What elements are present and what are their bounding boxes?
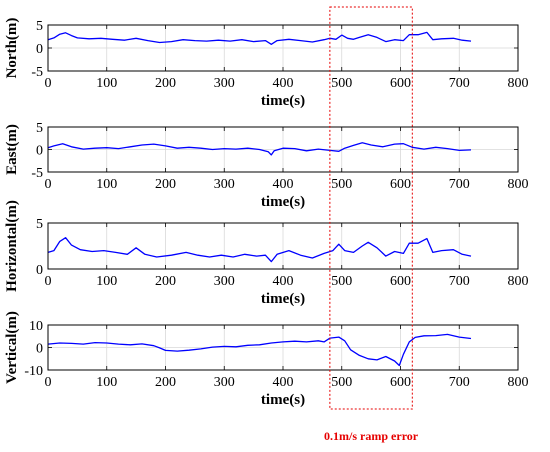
x-tick-label: 600 — [390, 177, 411, 192]
vertical-m-panel: 0 100 200 300 400 500 600 700 800-10010time(s)Ve… — [4, 311, 529, 408]
x-tick-label: 100 — [96, 274, 117, 289]
x-tick-label: 300 — [214, 76, 235, 91]
x-tick-label: 400 — [273, 177, 294, 192]
y-axis-label: East(m) — [4, 124, 20, 175]
east-m-series-line — [47, 142, 472, 156]
x-tick-label: 800 — [508, 177, 529, 192]
panels: 0 100 200 300 400 500 600 700 800-505time(s)Nort… — [4, 18, 529, 408]
horizontal-m-panel: 0 100 200 300 400 500 600 700 800 0 5 time(s) Horizo… — [4, 200, 529, 307]
y-axis-label: Horizontal(m) — [4, 200, 20, 292]
y-tick-label: -10 — [24, 364, 43, 379]
x-tick-label: 200 — [155, 76, 176, 91]
x-tick-label: 200 — [155, 375, 176, 390]
x-tick-label: 700 — [449, 375, 470, 390]
y-tick-label: 0 — [36, 263, 43, 278]
x-tick-label: 400 — [273, 375, 294, 390]
x-tick-label: 500 — [331, 76, 352, 91]
x-tick-label: 800 — [508, 375, 529, 390]
x-tick-label: 200 — [155, 274, 176, 289]
x-axis-label: time(s) — [261, 194, 305, 210]
y-tick-label: 5 — [36, 121, 43, 136]
y-tick-label: 0 — [36, 42, 43, 57]
x-tick-label: 700 — [449, 177, 470, 192]
y-tick-label: -5 — [31, 166, 43, 181]
x-axis-label: time(s) — [261, 291, 305, 307]
x-tick-label: 300 — [214, 375, 235, 390]
axes-frame — [47, 324, 519, 371]
x-tick-label: 100 — [96, 76, 117, 91]
x-tick-label: 100 — [96, 375, 117, 390]
x-tick-label: 500 — [331, 375, 352, 390]
x-axis-label: time(s) — [261, 392, 305, 408]
y-tick-label: 0 — [36, 144, 43, 159]
x-axis-label: time(s) — [261, 93, 305, 109]
y-tick-label: 0 — [36, 342, 43, 357]
x-tick-label: 300 — [214, 177, 235, 192]
x-tick-label: 800 — [508, 76, 529, 91]
horizontal-m-series-line — [47, 237, 472, 263]
x-tick-label: 600 — [390, 274, 411, 289]
x-tick-label: 500 — [331, 274, 352, 289]
x-tick-label: 700 — [449, 274, 470, 289]
ramp-error-annotation: 0.1m/s ramp error — [324, 429, 419, 443]
east-m-panel: 0 100 200 300 400 500 600 700 800-505time(s)East… — [4, 121, 529, 210]
x-tick-label: 300 — [214, 274, 235, 289]
ramp-error-highlight-box — [329, 6, 413, 410]
x-tick-label: 600 — [390, 76, 411, 91]
x-tick-label: 0 — [45, 274, 52, 289]
axes-frame — [47, 222, 519, 270]
y-axis-label: Vertical(m) — [4, 311, 20, 384]
x-tick-label: 100 — [96, 177, 117, 192]
x-tick-label: 0 — [45, 177, 52, 192]
y-tick-label: 5 — [36, 19, 43, 34]
axes-frame — [47, 126, 519, 173]
x-tick-label: 400 — [273, 274, 294, 289]
axes-frame — [47, 24, 519, 72]
north-m-series-line — [47, 31, 472, 45]
x-tick-label: 800 — [508, 274, 529, 289]
x-tick-label: 700 — [449, 76, 470, 91]
x-tick-label: 200 — [155, 177, 176, 192]
x-tick-label: 600 — [390, 375, 411, 390]
y-axis-label: North(m) — [4, 18, 20, 79]
x-tick-label: 0 — [45, 76, 52, 91]
y-tick-label: -5 — [31, 65, 43, 80]
x-tick-label: 500 — [331, 177, 352, 192]
x-tick-label: 0 — [45, 375, 52, 390]
north-m-panel: 0 100 200 300 400 500 600 700 800-505time(s)Nort… — [4, 18, 529, 109]
y-tick-label: 5 — [36, 217, 43, 232]
vertical-m-series-line — [47, 333, 472, 367]
x-tick-label: 400 — [273, 76, 294, 91]
y-tick-label: 10 — [29, 319, 43, 334]
